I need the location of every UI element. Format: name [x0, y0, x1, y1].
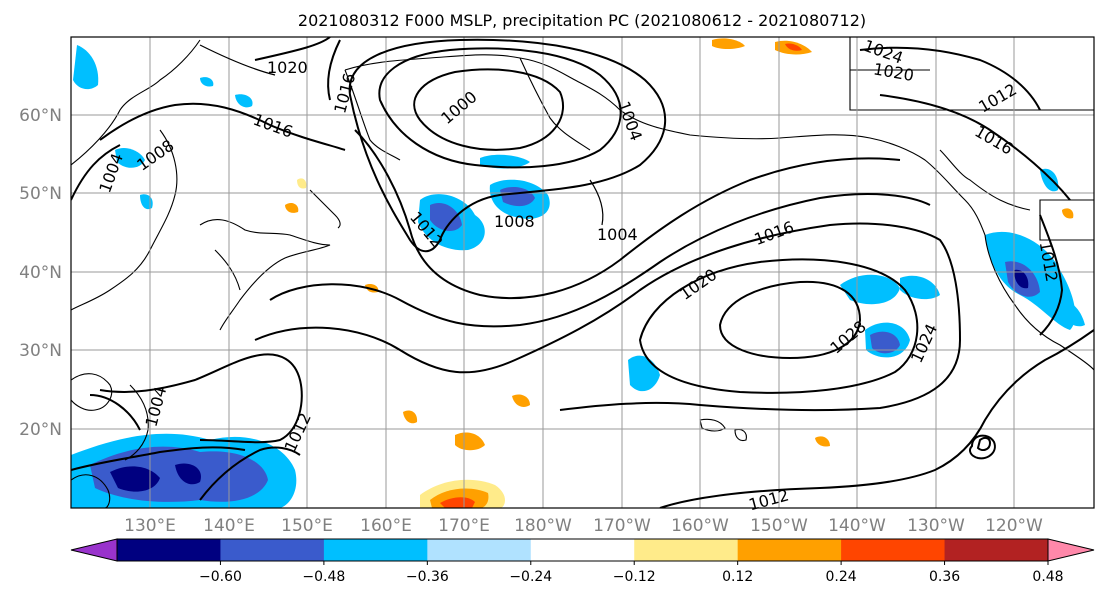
colorbar-segment [944, 539, 1049, 561]
lat-label: 50°N [19, 184, 62, 204]
colorbar-tick-label: 0.24 [826, 569, 857, 585]
lon-label: 160°E [360, 516, 412, 536]
lat-label: 20°N [19, 420, 62, 440]
isobar-label-group: 1020 1016 1000 1004 1016 1008 1004 1008 … [95, 36, 1061, 514]
lat-label: 40°N [19, 263, 62, 283]
colorbar-segment [427, 539, 532, 561]
colorbar-tick-label: 0.48 [1032, 569, 1063, 585]
map-title: 2021080312 F000 MSLP, precipitation PC (… [298, 11, 866, 30]
colorbar-segment [841, 539, 946, 561]
isobar-label: 1020 [267, 58, 308, 77]
colorbar: −0.60 −0.48 −0.36 −0.24 −0.12 0.12 0.24 0.36 0.4… [70, 538, 1095, 585]
colorbar-tick-label: −0.60 [199, 569, 242, 585]
isobars [71, 37, 1094, 508]
precip-negative-shading [71, 45, 1085, 508]
colorbar-tick-label: −0.48 [302, 569, 345, 585]
lon-label: 170°W [593, 516, 651, 536]
colorbar-segment [220, 539, 325, 561]
colorbar-tick-label: −0.12 [613, 569, 656, 585]
longitude-labels: 130°E 140°E 150°E 160°E 170°E 180°W 170°… [124, 516, 1043, 536]
map-frame [70, 36, 1095, 509]
coastlines [71, 37, 1094, 508]
lat-label: 60°N [19, 106, 62, 126]
map-area [71, 37, 1094, 508]
latitude-labels: 60°N 50°N 40°N 30°N 20°N [19, 106, 62, 440]
lon-label: 150°E [281, 516, 333, 536]
lon-label: 140°E [203, 516, 255, 536]
colorbar-segment [530, 539, 635, 561]
colorbar-segment [323, 539, 428, 561]
lat-label: 30°N [19, 341, 62, 361]
colorbar-segment [117, 539, 221, 561]
lon-label: 140°W [828, 516, 886, 536]
lon-label: 160°W [671, 516, 729, 536]
colorbar-extend-low [70, 538, 118, 562]
isobar-label: 1004 [597, 225, 638, 244]
colorbar-frame [116, 538, 1049, 562]
colorbar-tick-label: 0.12 [722, 569, 753, 585]
colorbar-extend-high [1047, 538, 1095, 562]
lon-label: 130°W [907, 516, 965, 536]
colorbar-segment [634, 539, 739, 561]
lon-label: 150°W [750, 516, 808, 536]
lon-label: 180°W [514, 516, 572, 536]
colorbar-tick-label: −0.36 [406, 569, 449, 585]
colorbar-segment [737, 539, 842, 561]
colorbar-tick-label: 0.36 [929, 569, 960, 585]
colorbar-tick-label: −0.24 [509, 569, 552, 585]
lon-label: 170°E [438, 516, 490, 536]
graticule [71, 37, 1094, 508]
precip-positive-shading [285, 38, 1074, 508]
isobar-label: 1008 [494, 212, 535, 231]
lon-label: 120°W [985, 516, 1043, 536]
lon-label: 130°E [124, 516, 176, 536]
